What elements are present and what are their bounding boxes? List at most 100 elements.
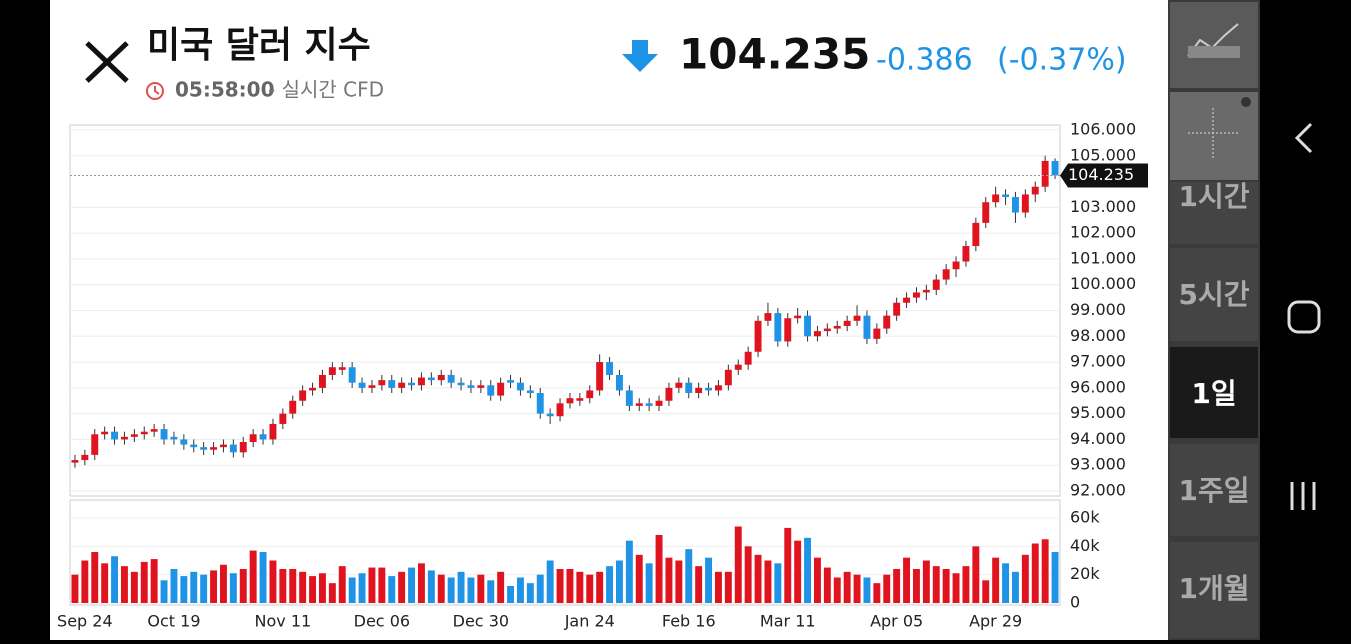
candle-body (229, 444, 237, 453)
candle-body (804, 315, 812, 337)
x-labels: Sep 24 Oct 19 Nov 11 Dec 06 Dec 30 Jan 24 Feb … (57, 612, 1022, 631)
x-tick-label: Jan 24 (564, 612, 615, 631)
candle-body (200, 447, 208, 450)
crosshair-button[interactable] (1170, 92, 1258, 180)
period-button[interactable] (1170, 182, 1258, 244)
candle-body (81, 454, 89, 461)
candle-body (932, 279, 940, 290)
volume-bar (160, 580, 168, 603)
volume-bar (873, 583, 881, 603)
candle-body (873, 328, 881, 339)
volume-bar (249, 550, 257, 603)
x-tick-label: Dec 06 (354, 612, 410, 631)
candle-body (556, 403, 564, 417)
down-arrow (622, 40, 658, 72)
volume-bar (299, 571, 307, 603)
volume-bar (893, 569, 901, 603)
y-tick-label: 92.000 (1070, 481, 1126, 500)
volume-bar (912, 569, 920, 603)
volume-bar (853, 574, 861, 603)
candle-body (982, 202, 990, 223)
main-panel (50, 0, 1168, 640)
candle-body (437, 374, 445, 381)
volume-bar (1051, 552, 1059, 603)
volume-bar (210, 570, 218, 603)
volume-bar (457, 571, 465, 603)
period-button[interactable] (1170, 347, 1258, 438)
volume-bar (71, 574, 79, 603)
volume-bar (1031, 543, 1039, 603)
period-label: 5시간 (1178, 278, 1249, 311)
candle-body (794, 315, 802, 319)
candle-body (705, 387, 713, 391)
volume-bar (516, 577, 524, 603)
volume-bar (596, 571, 604, 603)
close-button[interactable] (85, 41, 129, 83)
x-tick-label: Apr 29 (969, 612, 1022, 631)
y-tick-label: 100.000 (1070, 274, 1136, 293)
candle-body (972, 222, 980, 247)
period-button[interactable] (1170, 248, 1258, 341)
candle-body (714, 385, 722, 391)
volume-bar (328, 583, 336, 603)
candle-body (903, 297, 911, 303)
chart-icon-area (1188, 46, 1240, 58)
volume-bar (91, 552, 99, 603)
period-button[interactable] (1170, 542, 1258, 638)
volume-bar (823, 567, 831, 603)
candle-body (279, 413, 287, 424)
home-icon[interactable] (1287, 300, 1321, 334)
volume-bar (239, 569, 247, 603)
y-tick-label: 105.000 (1070, 145, 1136, 164)
volume-bar (338, 566, 346, 603)
volume-bar (1011, 571, 1019, 603)
candle-body (744, 351, 752, 365)
candle-body (180, 439, 188, 445)
x-tick-label: Nov 11 (255, 612, 312, 631)
candle-body (615, 374, 623, 391)
candle-body (853, 315, 861, 321)
source: - 실시간 CFD (268, 78, 384, 102)
current-price-box (1060, 163, 1148, 188)
volume-tick-label: 60k (1070, 508, 1100, 527)
volume-bar (635, 554, 643, 603)
period-label: 1시간 (1178, 180, 1249, 213)
x-tick-label: Dec 30 (453, 612, 509, 631)
volume-bar (368, 567, 376, 603)
candle-body (358, 382, 366, 388)
volume-bar (833, 577, 841, 603)
candle-body (1051, 160, 1059, 176)
y-tick-label: 106.000 (1070, 120, 1136, 139)
volume-bar (507, 586, 515, 603)
volume-tick-label: 20k (1070, 564, 1100, 583)
volume-bar (903, 557, 911, 603)
volume-bar (229, 573, 237, 603)
current-price-label: 104.235 (1068, 165, 1134, 184)
volume-bar (813, 557, 821, 603)
volume-bar (665, 557, 673, 603)
back-icon[interactable] (1294, 122, 1313, 154)
volume-bar (417, 563, 425, 603)
candle-body (427, 377, 435, 381)
candle-body (507, 380, 515, 383)
period-button[interactable] (1170, 444, 1258, 536)
volume-bar (150, 559, 158, 603)
volume-bar (714, 571, 722, 603)
left-bar (0, 0, 50, 640)
volume-frame (69, 499, 1061, 606)
volume-bar (437, 574, 445, 603)
candle-body (586, 390, 594, 399)
price: 104.235 (679, 30, 870, 79)
menu-icon[interactable] (1290, 482, 1316, 510)
volume-bar (794, 540, 802, 603)
candle-body (606, 362, 614, 375)
y-tick-label: 93.000 (1070, 455, 1126, 474)
volume-bar (962, 566, 970, 603)
candle-body (922, 289, 930, 293)
candle-body (893, 302, 901, 316)
volume-bar (219, 564, 227, 603)
volume-bar (843, 571, 851, 603)
y-tick-label: 94.000 (1070, 429, 1126, 448)
volume-tick-label: 0 (1070, 593, 1080, 612)
volume-bar (883, 574, 891, 603)
